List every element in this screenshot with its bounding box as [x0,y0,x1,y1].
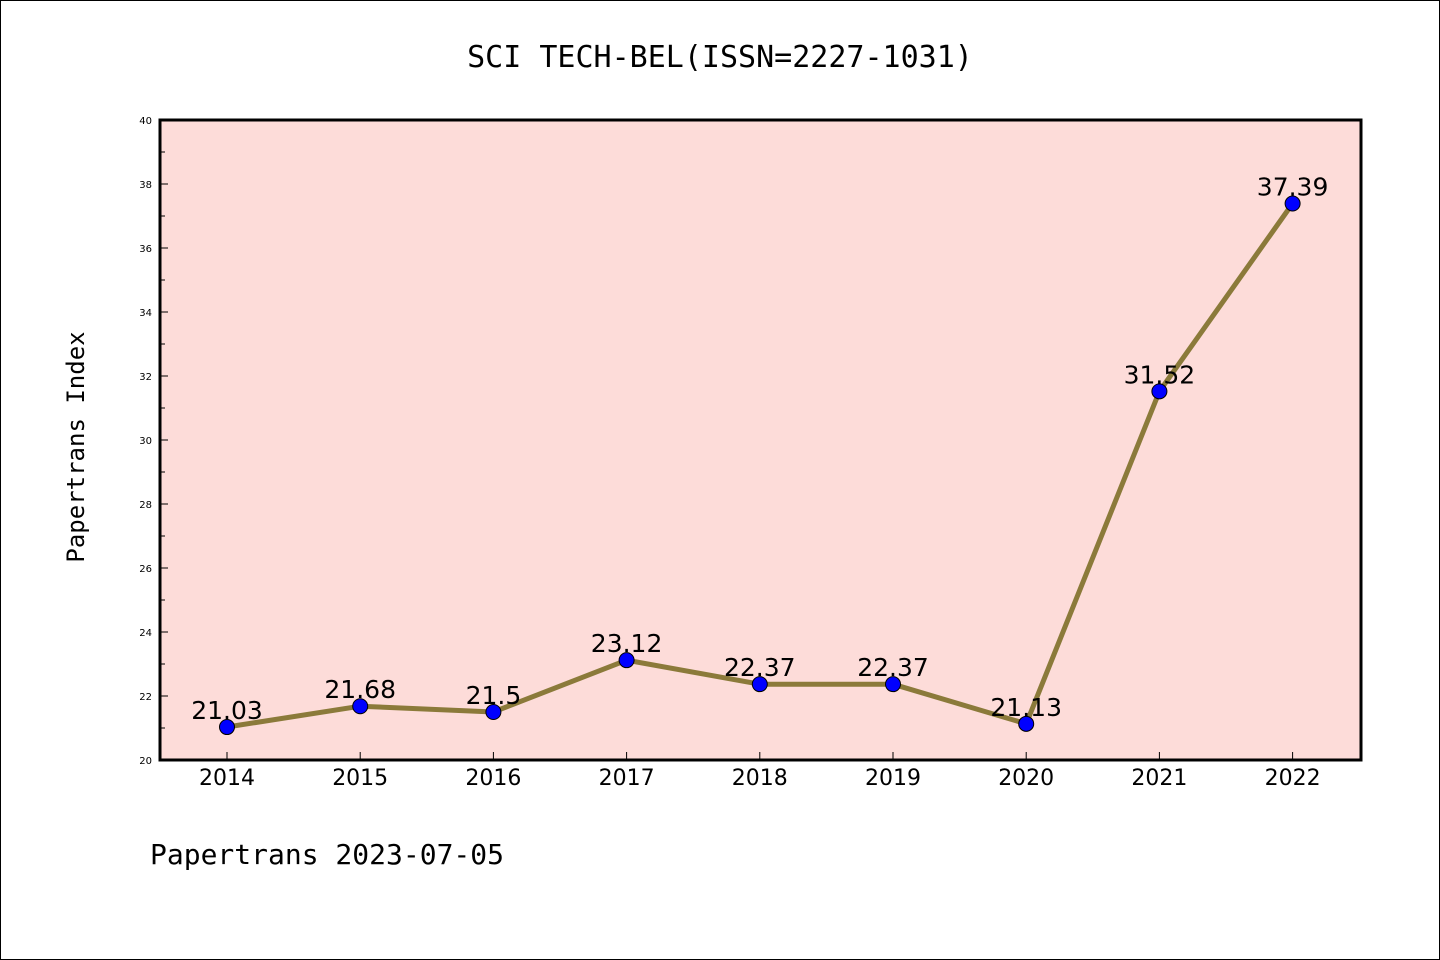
data-label: 21.03 [191,696,263,725]
data-label: 23.12 [591,629,663,658]
data-label: 22.37 [857,653,929,682]
y-tick-label: 36 [139,244,152,255]
y-tick-label: 28 [139,500,152,511]
y-tick-label: 30 [139,436,152,447]
y-tick-label: 40 [139,116,152,127]
x-tick-label: 2019 [865,766,921,791]
x-tick-label: 2021 [1131,766,1187,791]
x-tick-label: 2016 [465,766,521,791]
y-axis-label: Papertrans Index [62,331,90,562]
y-tick-label: 20 [139,756,152,767]
series-line-group [219,195,1301,736]
footer-credit: Papertrans 2023-07-05 [150,838,504,871]
x-tick-label: 2018 [732,766,788,791]
data-labels: 21.03 21.68 21.5 23.12 22.37 22.37 21.13 31.52 3… [191,173,1328,726]
x-tick-label: 2022 [1265,766,1321,791]
data-point [751,676,768,693]
data-point [885,676,901,693]
data-point [219,719,235,736]
data-point [618,652,635,669]
y-tick-label: 26 [139,564,152,575]
data-label: 21.13 [990,693,1062,722]
x-tick-label: 2017 [599,766,655,791]
data-point [1284,195,1301,212]
y-tick-label: 34 [139,308,152,319]
y-tick-label: 38 [139,180,152,191]
y-axis: 20 22 24 26 28 30 32 34 36 38 40 [139,116,168,767]
y-tick-label: 22 [139,692,152,703]
x-axis: 2014 2015 2016 2017 2018 2019 2020 2021 2022 [199,752,1321,791]
x-tick-label: 2014 [199,766,255,791]
data-label: 37.39 [1257,173,1329,202]
data-point [352,698,369,715]
chart-title: SCI TECH-BEL(ISSN=2227-1031) [467,40,973,75]
x-tick-label: 2015 [332,766,388,791]
data-label: 21.5 [466,681,522,710]
y-tick-label: 32 [139,372,152,383]
data-label: 31.52 [1124,360,1196,389]
data-label: 22.37 [724,653,796,682]
data-label: 21.68 [324,675,396,704]
data-point [1151,383,1168,400]
plot-area [158,118,1363,762]
data-point [1018,715,1035,732]
x-tick-label: 2020 [998,766,1054,791]
data-point [485,704,502,720]
y-tick-label: 24 [139,628,152,639]
